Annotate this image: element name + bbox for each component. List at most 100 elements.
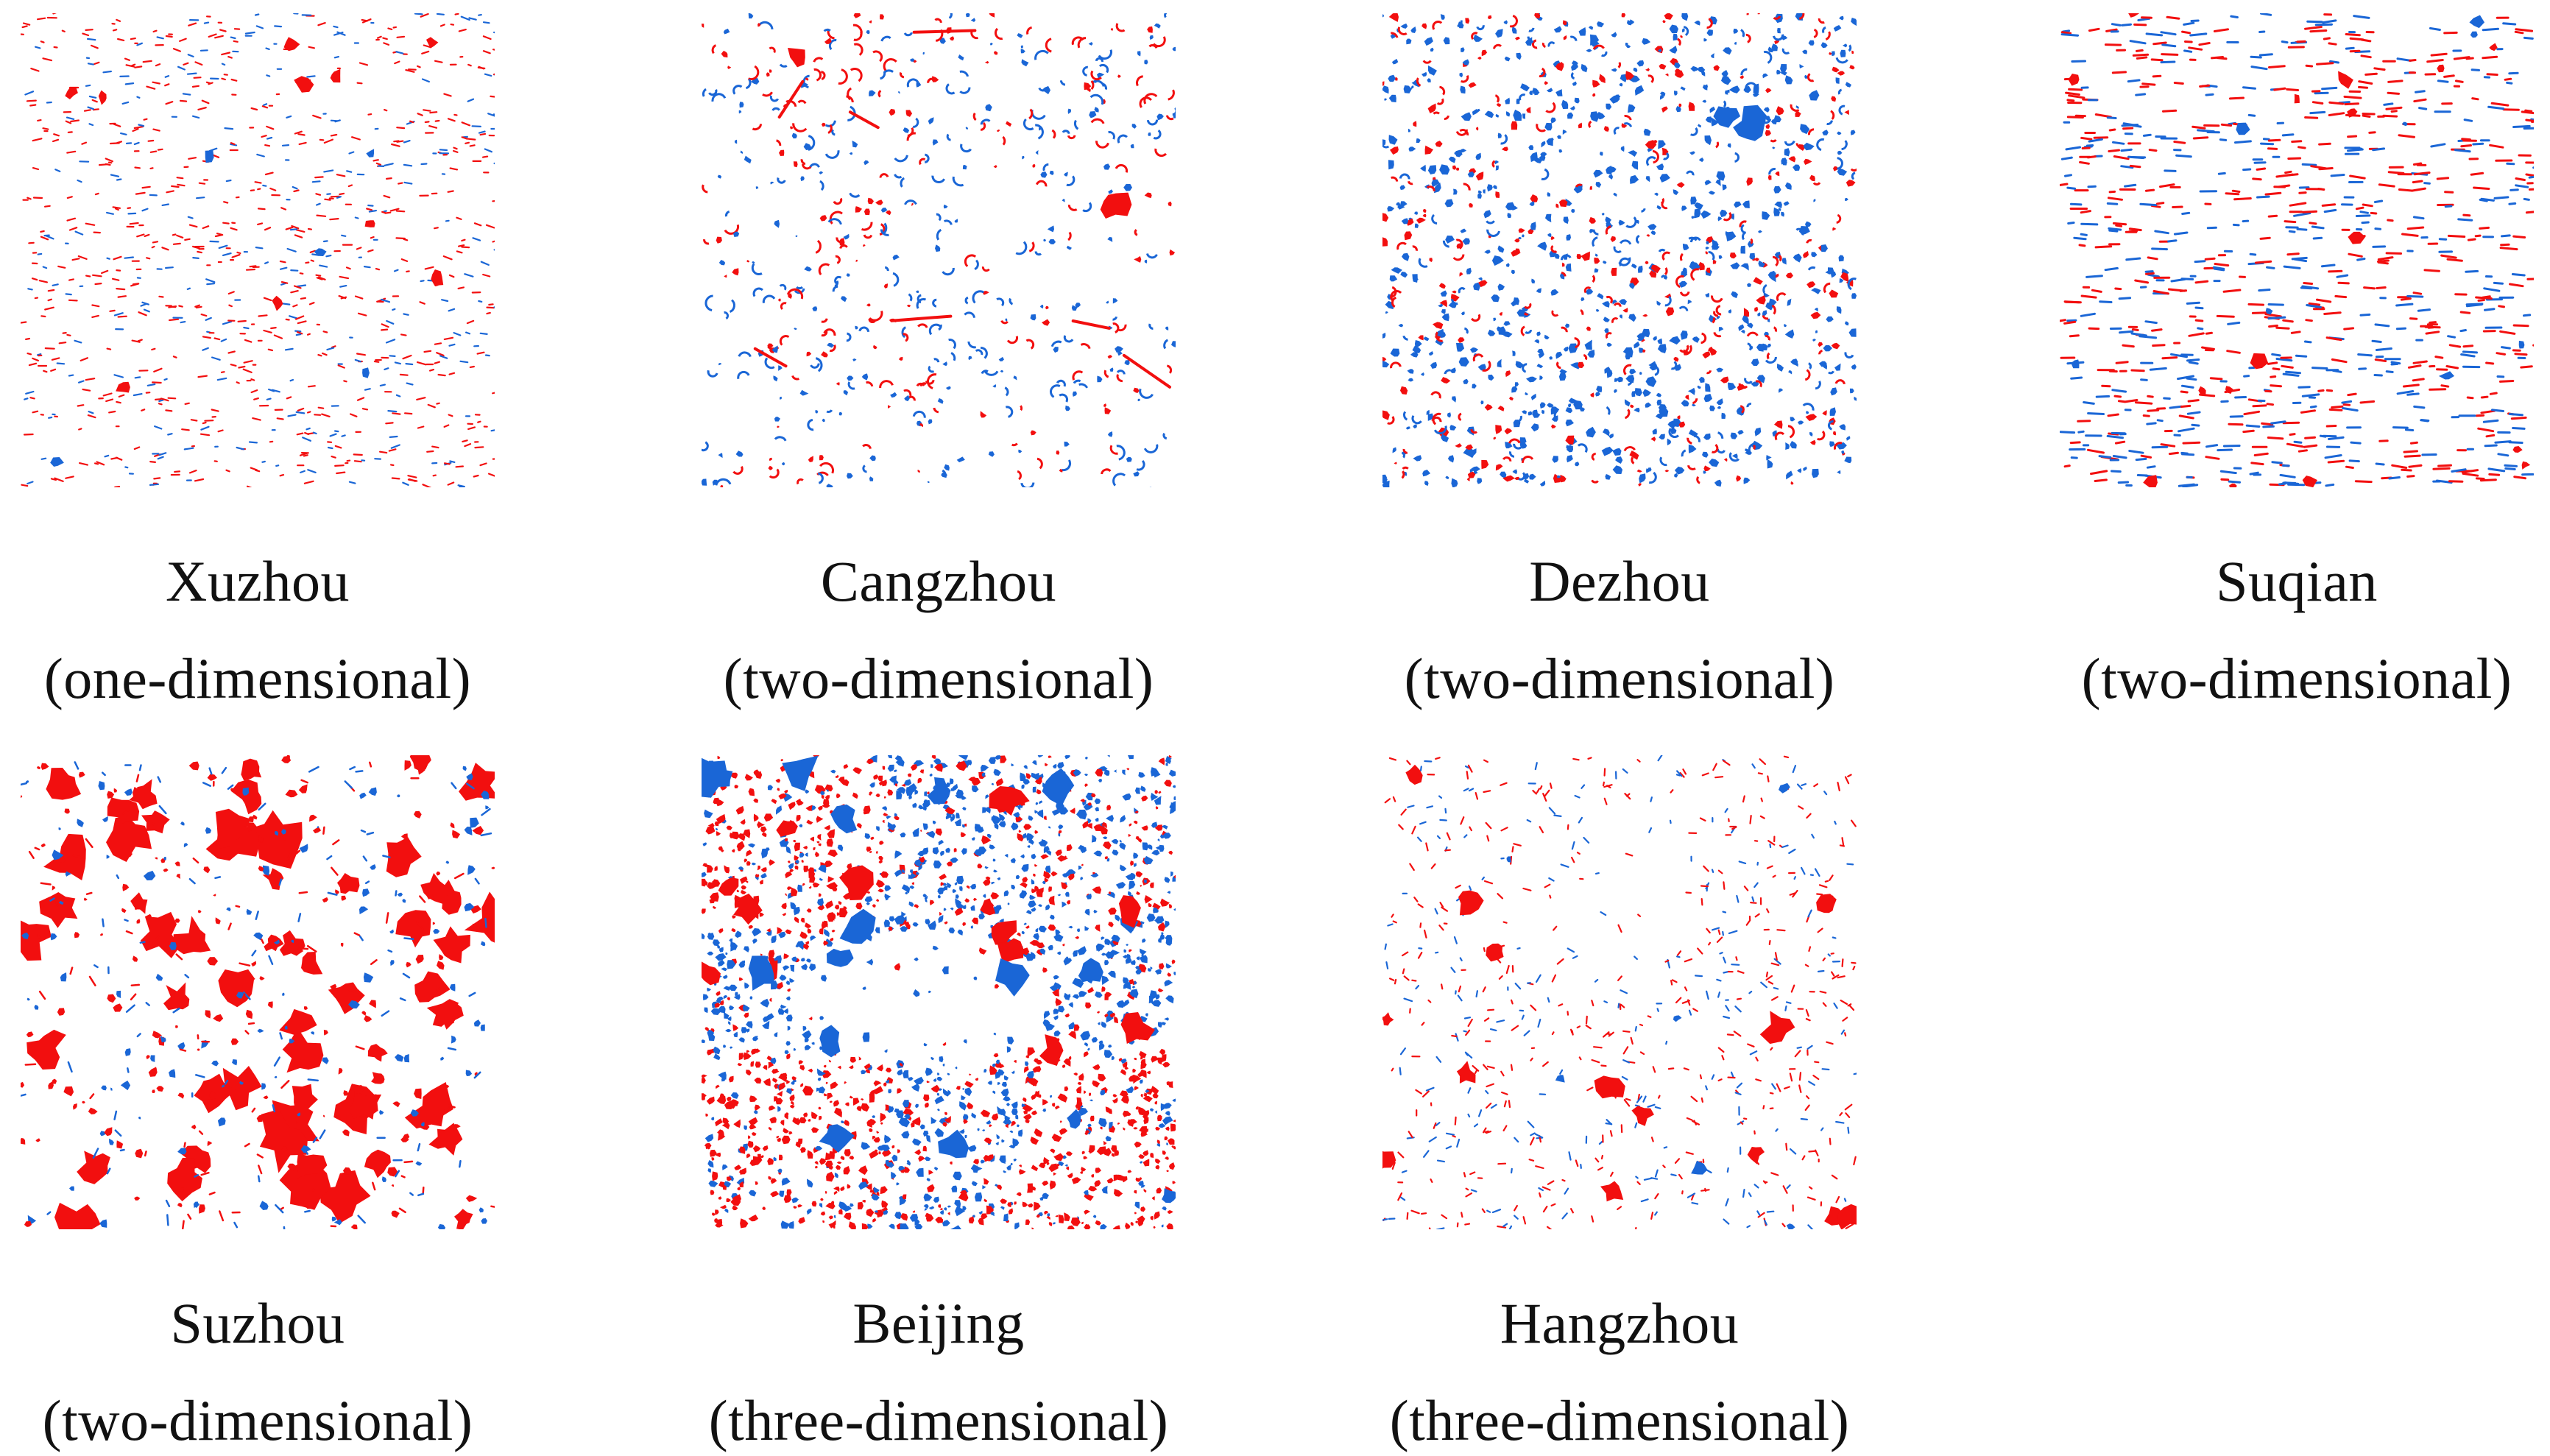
change-patch (116, 874, 120, 880)
change-patch (1662, 20, 1666, 24)
change-patch (2498, 305, 2505, 308)
change-patch (1144, 895, 1153, 904)
change-patch (2147, 273, 2160, 278)
change-patch (2349, 49, 2361, 53)
change-patch (1746, 331, 1759, 337)
change-patch (928, 920, 936, 930)
change-map-suqian (2060, 13, 2534, 487)
change-patch (820, 1198, 824, 1201)
change-patch (816, 841, 820, 844)
change-patch (1122, 793, 1131, 801)
change-patch (113, 1110, 118, 1120)
change-patch (2128, 227, 2142, 232)
change-patch (283, 37, 300, 52)
change-patch (1706, 267, 1711, 274)
change-patch (416, 65, 421, 68)
change-patch (745, 78, 752, 90)
change-patch (1423, 336, 1430, 342)
change-patch (780, 1120, 785, 1126)
change-patch (1382, 332, 1386, 339)
change-patch (1059, 1128, 1068, 1135)
change-patch (2391, 464, 2408, 469)
change-patch (200, 425, 210, 431)
change-patch (387, 1167, 398, 1177)
change-patch (1473, 282, 1480, 291)
change-patch (1038, 86, 1048, 92)
change-patch (1159, 844, 1165, 852)
change-patch (866, 758, 874, 765)
change-patch (744, 1125, 747, 1130)
change-patch (807, 927, 812, 934)
change-patch (792, 123, 808, 132)
change-patch (285, 318, 290, 321)
change-patch (923, 1042, 928, 1047)
change-patch (464, 442, 472, 448)
change-patch (259, 1201, 269, 1210)
change-patch (1406, 218, 1414, 226)
change-patch (199, 49, 208, 52)
change-patch (467, 63, 472, 67)
change-patch (1087, 802, 1092, 806)
change-patch (1388, 94, 1396, 102)
change-patch (1143, 93, 1158, 105)
change-patch (827, 849, 838, 858)
change-patch (403, 1054, 410, 1063)
change-patch (1043, 238, 1046, 242)
change-patch (54, 477, 64, 483)
change-patch (2124, 399, 2138, 403)
change-patch (212, 154, 220, 158)
change-patch (1629, 283, 1635, 289)
change-patch (883, 58, 897, 71)
change-patch (1067, 205, 1078, 211)
change-patch (846, 95, 854, 103)
change-patch (1519, 93, 1526, 101)
change-patch (2129, 40, 2147, 45)
change-patch (2146, 465, 2156, 469)
change-patch (445, 860, 450, 864)
change-patch (138, 1117, 141, 1120)
change-patch (2136, 49, 2144, 52)
change-patch (852, 792, 858, 799)
change-patch (1756, 375, 1765, 384)
change-patch (1045, 305, 1049, 310)
change-patch (707, 370, 718, 378)
change-patch (1101, 986, 1106, 992)
change-patch (2077, 420, 2091, 423)
change-patch (1762, 211, 1770, 220)
change-patch (732, 466, 744, 475)
change-patch (936, 213, 942, 222)
change-patch (1688, 429, 1698, 437)
change-patch (721, 1122, 730, 1130)
change-patch (1608, 166, 1617, 174)
change-patch (2480, 197, 2495, 202)
change-patch (1765, 88, 1772, 93)
change-patch (800, 159, 806, 166)
change-patch (1161, 1022, 1166, 1025)
change-patch (1108, 922, 1114, 927)
change-patch (1639, 372, 1642, 375)
change-patch (163, 856, 166, 860)
change-patch (836, 382, 840, 386)
change-patch (757, 23, 761, 27)
change-patch (1778, 254, 1782, 262)
change-patch (1698, 158, 1704, 163)
change-patch (2402, 384, 2420, 388)
change-patch (2331, 405, 2344, 409)
change-patch (188, 469, 197, 474)
change-patch (2212, 266, 2225, 270)
change-patch (1463, 183, 1471, 191)
change-patch (916, 1167, 924, 1177)
change-patch (1471, 32, 1478, 40)
change-patch (219, 29, 227, 32)
change-patch (2267, 437, 2284, 440)
change-patch (702, 88, 707, 97)
change-patch (847, 381, 855, 390)
change-patch (257, 1175, 261, 1183)
change-patch (2080, 210, 2091, 214)
change-patch (1168, 1162, 1175, 1170)
change-patch (1495, 464, 1502, 471)
change-patch (1458, 412, 1462, 421)
change-patch (1779, 388, 1784, 393)
change-patch (197, 1048, 200, 1051)
change-patch (1706, 370, 1712, 375)
